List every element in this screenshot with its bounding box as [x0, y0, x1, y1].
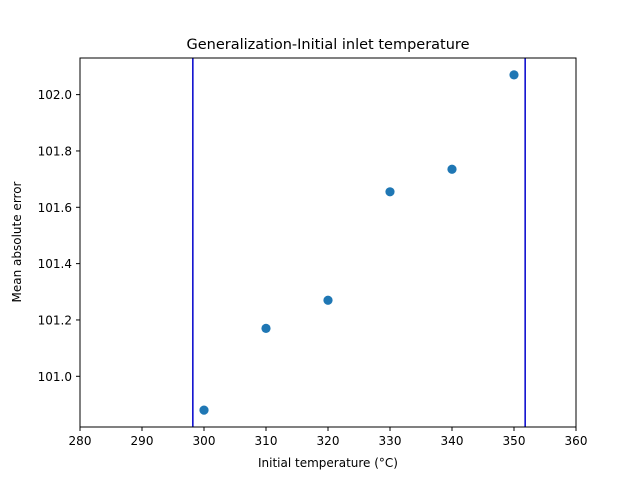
- x-tick-label-320: 320: [317, 434, 340, 448]
- x-tick-label-360: 360: [565, 434, 588, 448]
- plot-area: 280 290 300 310 320 330 340 350 360 101.0 101.2 101…: [38, 57, 588, 448]
- data-point-1: [199, 405, 209, 415]
- x-tick-label-300: 300: [193, 434, 216, 448]
- y-tick-label-2: 101.4: [38, 257, 72, 271]
- y-tick-label-3: 101.6: [38, 201, 72, 215]
- data-point-5: [447, 164, 457, 174]
- data-point-2: [261, 323, 271, 334]
- y-tick-label-5: 102.0: [38, 88, 72, 102]
- data-point-6: [509, 70, 519, 80]
- data-point-3: [323, 295, 333, 305]
- x-tick-label-310: 310: [255, 434, 278, 448]
- x-tick-label-290: 290: [131, 434, 154, 448]
- y-tick-label-0: 101.0: [38, 370, 72, 384]
- chart-title: Generalization-Initial inlet temperature: [186, 37, 469, 53]
- x-tick-label-340: 340: [441, 434, 464, 448]
- data-point-4: [385, 187, 395, 197]
- x-axis-label: Initial temperature (°C): [258, 456, 398, 470]
- x-tick-label-350: 350: [503, 434, 526, 448]
- y-tick-label-1: 101.2: [38, 313, 72, 327]
- axes-frame: [79, 57, 577, 428]
- y-tick-label-4: 101.8: [38, 144, 72, 158]
- y-axis-label: Mean absolute error: [10, 181, 24, 302]
- x-tick-label-330: 330: [379, 434, 402, 448]
- x-tick-label-280: 280: [69, 434, 92, 448]
